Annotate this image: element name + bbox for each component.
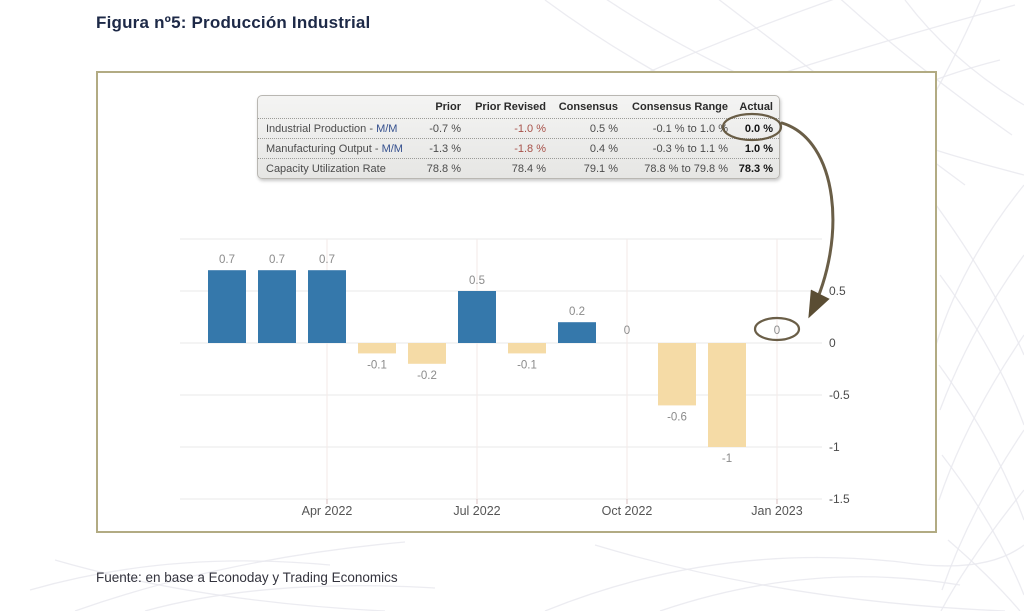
bar-value-label: -1 <box>722 453 732 465</box>
cell-consensus-range: -0.3 % to 1.1 % <box>652 142 728 155</box>
y-tick-label: 0.5 <box>829 284 846 298</box>
bar-value-label: -0.6 <box>667 411 687 423</box>
cell-prior: -1.3 % <box>429 142 461 155</box>
bar <box>308 270 346 343</box>
bar <box>708 343 746 447</box>
row-label: Industrial Production - M/M <box>266 122 398 135</box>
cell-consensus: 0.4 % <box>589 142 618 155</box>
bar-value-label: 0.7 <box>219 254 235 266</box>
bar <box>558 322 596 343</box>
bar-value-label: -0.1 <box>517 359 537 371</box>
header-prior-revised: Prior Revised <box>475 101 546 113</box>
cell-consensus-range: 78.8 % to 79.8 % <box>644 162 728 175</box>
cell-prior: 78.8 % <box>426 162 461 175</box>
row-label: Capacity Utilization Rate <box>266 162 386 175</box>
x-tick-label: Oct 2022 <box>602 504 653 518</box>
cell-prior-revised: -1.0 % <box>514 122 546 135</box>
bar-value-label: 0.5 <box>469 275 485 287</box>
bar-value-label: 0.2 <box>569 306 585 318</box>
cell-consensus: 79.1 % <box>583 162 618 175</box>
bar-value-label: -0.2 <box>417 370 437 382</box>
cell-consensus: 0.5 % <box>589 122 618 135</box>
table-row: Manufacturing Output - M/M -1.3 % -1.8 % 0.… <box>258 138 779 158</box>
bar <box>358 343 396 354</box>
header-actual: Actual <box>739 101 773 113</box>
cell-prior: -0.7 % <box>429 122 461 135</box>
bar-value-label: 0 <box>624 325 630 337</box>
bar <box>458 291 496 343</box>
bar-chart: Apr 2022 Jul 2022 Oct 2022 Jan 2023 0.5 0 -0.5… <box>180 238 850 518</box>
bar <box>208 270 246 343</box>
cell-consensus-range: -0.1 % to 1.0 % <box>652 122 728 135</box>
x-tick-label: Jan 2023 <box>751 504 802 518</box>
cell-prior-revised: -1.8 % <box>514 142 546 155</box>
row-label: Manufacturing Output - M/M <box>266 142 403 155</box>
header-consensus: Consensus <box>558 101 618 113</box>
cell-actual: 0.0 % <box>744 122 773 135</box>
y-tick-label: 0 <box>829 336 836 350</box>
bar <box>408 343 446 364</box>
indicator-table: Prior Prior Revised Consensus Consensus … <box>257 95 780 179</box>
y-tick-label: -1 <box>829 440 840 454</box>
header-consensus-range: Consensus Range <box>632 101 728 113</box>
table-row: Capacity Utilization Rate 78.8 % 78.4 % 79.… <box>258 158 779 178</box>
x-tick-label: Apr 2022 <box>302 504 353 518</box>
bar <box>258 270 296 343</box>
bar <box>508 343 546 354</box>
chart-panel: Apr 2022 Jul 2022 Oct 2022 Jan 2023 0.5 0 -0.5… <box>96 71 937 533</box>
page-title: Figura nº5: Producción Industrial <box>96 13 371 32</box>
bar <box>658 343 696 406</box>
bar-value-label: -0.1 <box>367 359 387 371</box>
cell-prior-revised: 78.4 % <box>511 162 546 175</box>
y-tick-label: -1.5 <box>829 492 850 506</box>
indicator-table-header: Prior Prior Revised Consensus Consensus … <box>258 96 779 118</box>
x-tick-label: Jul 2022 <box>453 504 500 518</box>
cell-actual: 1.0 % <box>744 142 773 155</box>
bar-value-label: 0.7 <box>269 254 285 266</box>
table-row: Industrial Production - M/M -0.7 % -1.0 % 0… <box>258 118 779 138</box>
y-tick-label: -0.5 <box>829 388 850 402</box>
indicator-table-body: Industrial Production - M/M -0.7 % -1.0 % 0… <box>258 118 779 178</box>
bar-value-label: 0.7 <box>319 254 335 266</box>
bar-value-label: 0 <box>774 325 780 337</box>
cell-actual: 78.3 % <box>738 162 773 175</box>
source-note: Fuente: en base a Econoday y Trading Eco… <box>96 570 398 585</box>
header-prior: Prior <box>435 101 461 113</box>
